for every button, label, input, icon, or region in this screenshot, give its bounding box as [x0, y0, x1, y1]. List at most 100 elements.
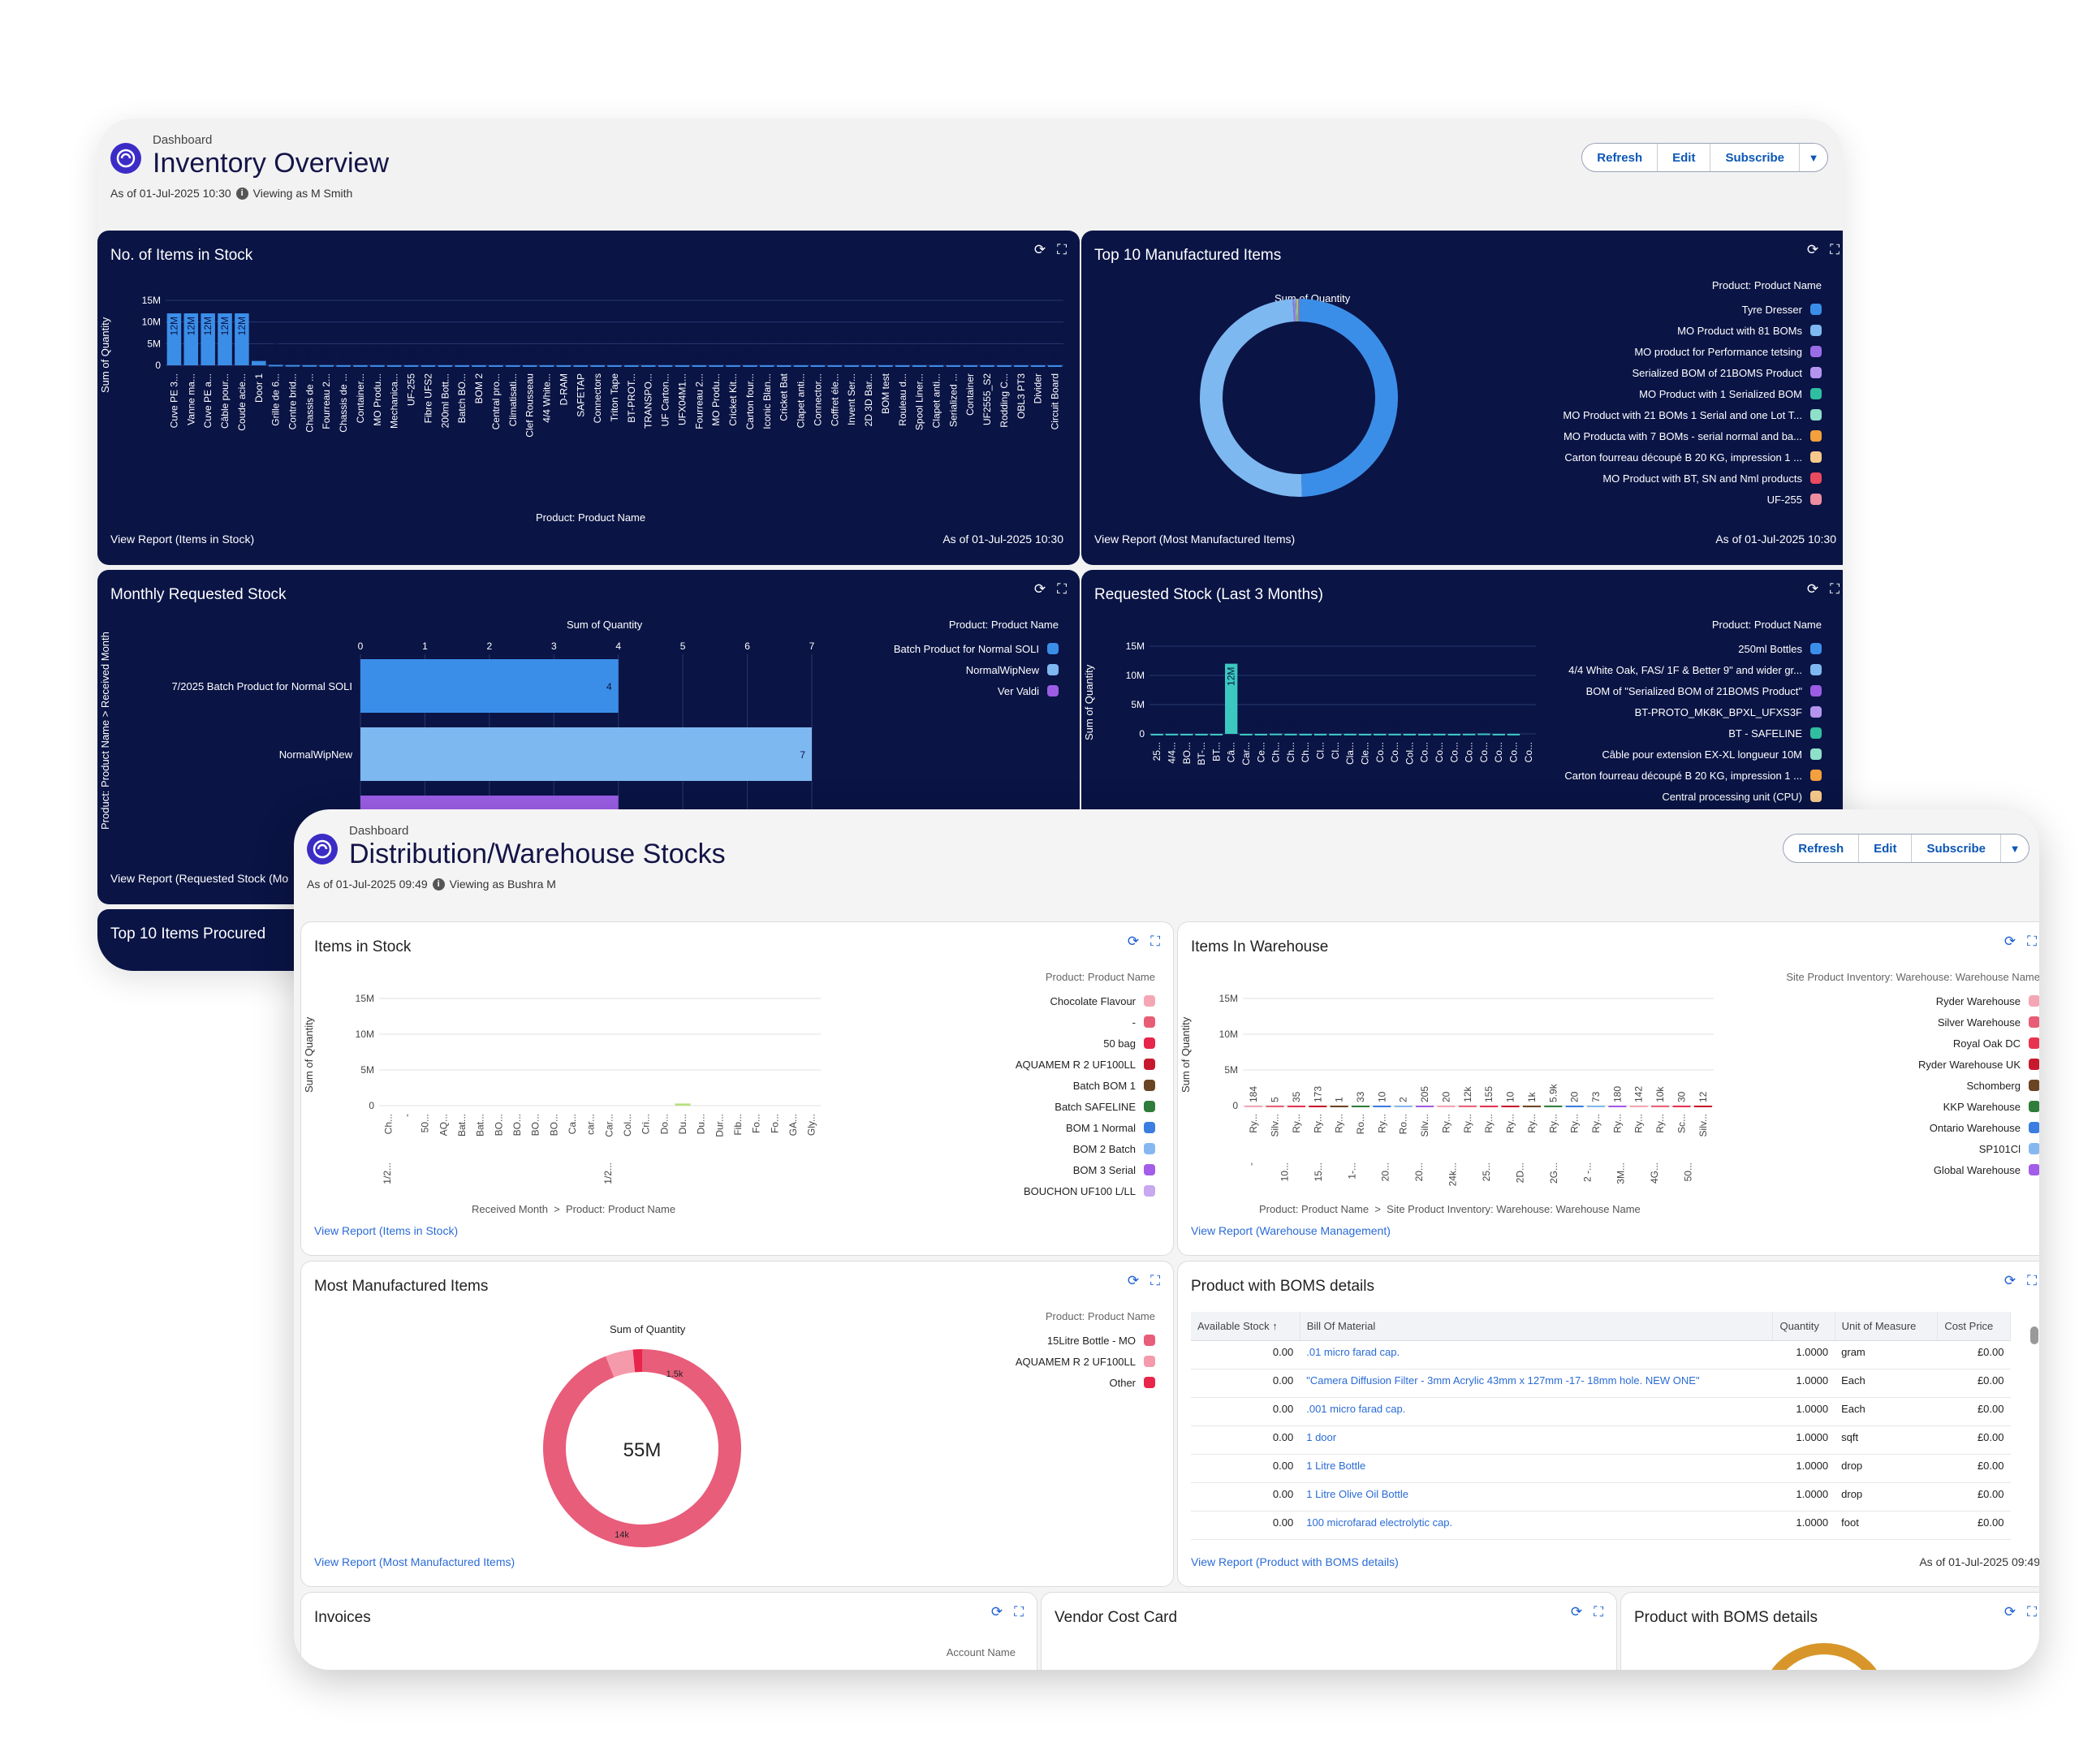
legend-item[interactable]: MO product for Performance tetsing [1563, 341, 1822, 362]
column-header[interactable]: Quantity [1772, 1312, 1835, 1341]
refresh-icon[interactable]: ⟳ [2004, 1604, 2016, 1620]
column-header[interactable]: Cost Price [1937, 1312, 2011, 1341]
expand-icon[interactable]: ⛶ [1150, 934, 1160, 949]
legend-item[interactable]: Batch Product for Normal SOLI [894, 638, 1059, 659]
legend-item[interactable]: Ryder Warehouse UK [1786, 1054, 2039, 1075]
legend-item[interactable]: 250ml Bottles [1564, 638, 1822, 659]
expand-icon[interactable]: ⛶ [2027, 1273, 2037, 1288]
legend-item[interactable]: BOM 1 Normal [1000, 1117, 1155, 1138]
legend-item[interactable]: BT-PROTO_MK8K_BPXL_UFXS3F [1564, 701, 1822, 722]
expand-icon[interactable]: ⛶ [1014, 1604, 1024, 1620]
legend-item[interactable]: AQUAMEM R 2 UF100LL [1000, 1054, 1155, 1075]
view-report-link[interactable]: View Report (Requested Stock (Mo [110, 872, 289, 885]
info-icon[interactable]: i [432, 878, 445, 891]
table-cell[interactable]: .001 micro farad cap. [1300, 1397, 1773, 1426]
view-report-link[interactable]: View Report (Items in Stock) [314, 1224, 459, 1237]
legend-item[interactable]: BOM 3 Serial [1000, 1159, 1155, 1180]
refresh-icon[interactable]: ⟳ [1570, 1604, 1583, 1620]
table-row[interactable]: 0.00 100 microfarad electrolytic cap. 1.00… [1191, 1511, 2011, 1540]
table-cell[interactable]: "Camera Diffusion Filter - 3mm Acrylic 4… [1300, 1369, 1773, 1398]
legend-item[interactable]: Batch BOM 1 [1000, 1075, 1155, 1096]
legend-item[interactable]: Carton fourreau découpé B 20 KG, impress… [1563, 446, 1822, 468]
legend-item[interactable]: Ontario Warehouse [1786, 1117, 2039, 1138]
table-cell[interactable]: 1 Litre Olive Oil Bottle [1300, 1482, 1773, 1512]
refresh-icon[interactable]: ⟳ [990, 1604, 1003, 1620]
legend-item[interactable]: Câble pour extension EX-XL longueur 10M [1564, 744, 1822, 765]
legend-item[interactable]: UF-255 [1563, 489, 1822, 510]
legend-item[interactable]: MO Product with 81 BOMs [1563, 320, 1822, 341]
refresh-icon[interactable]: ⟳ [1033, 242, 1046, 257]
table-cell[interactable]: 1 Litre Bottle [1300, 1454, 1773, 1483]
expand-icon[interactable]: ⛶ [1830, 581, 1840, 597]
legend-item[interactable]: MO Product with 21 BOMs 1 Serial and one… [1563, 404, 1822, 425]
legend-item[interactable]: MO Product with BT, SN and Nml products [1563, 468, 1822, 489]
breadcrumb[interactable]: Dashboard [153, 133, 213, 147]
table-row[interactable]: 0.00 1 Litre Bottle 1.0000 drop £0.00 [1191, 1454, 2011, 1483]
refresh-icon[interactable]: ⟳ [1033, 581, 1046, 597]
legend-item[interactable]: 4/4 White Oak, FAS/ 1F & Better 9" and w… [1564, 659, 1822, 680]
legend-item[interactable]: Schomberg [1786, 1075, 2039, 1096]
legend-item[interactable]: Tyre Dresser [1563, 299, 1822, 320]
legend-item[interactable]: Royal Oak DC [1786, 1033, 2039, 1054]
refresh-icon[interactable]: ⟳ [1127, 1273, 1140, 1288]
legend-item[interactable]: AQUAMEM R 2 UF100LL [1016, 1351, 1155, 1372]
expand-icon[interactable]: ⛶ [1150, 1273, 1160, 1288]
legend-item[interactable]: KKP Warehouse [1786, 1096, 2039, 1117]
expand-icon[interactable]: ⛶ [1594, 1604, 1603, 1620]
legend-item[interactable]: BT - SAFELINE [1564, 722, 1822, 744]
column-header[interactable]: Available Stock ↑ [1191, 1312, 1300, 1341]
legend-item[interactable]: - [1000, 1011, 1155, 1033]
refresh-icon[interactable]: ⟳ [1806, 242, 1819, 257]
refresh-icon[interactable]: ⟳ [1806, 581, 1819, 597]
expand-icon[interactable]: ⛶ [2027, 934, 2037, 949]
refresh-icon[interactable]: ⟳ [1127, 934, 1140, 949]
expand-icon[interactable]: ⛶ [2027, 1604, 2037, 1620]
table-row[interactable]: 0.00 1 door 1.0000 sqft £0.00 [1191, 1425, 2011, 1455]
refresh-icon[interactable]: ⟳ [2004, 934, 2016, 949]
legend-item[interactable]: Other [1016, 1372, 1155, 1393]
view-report-link[interactable]: View Report (Items in Stock) [110, 533, 255, 546]
subscribe-button[interactable]: Subscribe [1912, 835, 2001, 862]
table-row[interactable]: 0.00.001 micro farad cap. 1.0000 Each £0.00 [1191, 1397, 2011, 1426]
legend-item[interactable]: BOUCHON USINE UF100LL [1000, 1201, 1155, 1207]
legend-item[interactable]: SP101Cl [1786, 1138, 2039, 1159]
table-cell[interactable]: .01 micro farad cap. [1300, 1340, 1773, 1369]
legend-item[interactable]: NormalWipNew [894, 659, 1059, 680]
legend-item[interactable]: BOM 2 Batch [1000, 1138, 1155, 1159]
legend-item[interactable]: MO Product with 1 Serialized BOM [1563, 383, 1822, 404]
legend-item[interactable]: BOM of "Serialized BOM of 21BOMS Product… [1564, 680, 1822, 701]
legend-item[interactable]: Batch SAFELINE [1000, 1096, 1155, 1117]
legend-item[interactable]: BOUCHON UF100 L/LL [1000, 1180, 1155, 1201]
table-scrollbar[interactable] [2030, 1326, 2038, 1344]
view-report-link[interactable]: View Report (Product with BOMS details) [1191, 1555, 1399, 1568]
legend-item[interactable]: Serialized BOM of 21BOMS Product [1563, 362, 1822, 383]
actions-dropdown-icon[interactable]: ▼ [2009, 842, 2021, 855]
legend-item[interactable]: 50 bag [1000, 1033, 1155, 1054]
legend-item[interactable]: 15Litre Bottle - MO [1016, 1330, 1155, 1351]
expand-icon[interactable]: ⛶ [1057, 581, 1067, 597]
edit-button[interactable]: Edit [1658, 144, 1711, 171]
breadcrumb[interactable]: Dashboard [349, 824, 409, 838]
legend-item[interactable]: Carton fourreau découpé B 20 KG, impress… [1564, 765, 1822, 786]
refresh-button[interactable]: Refresh [1784, 835, 1860, 862]
edit-button[interactable]: Edit [1859, 835, 1913, 862]
table-cell[interactable]: 1 door [1300, 1425, 1773, 1455]
legend-item[interactable]: Ryder Warehouse [1786, 990, 2039, 1011]
refresh-button[interactable]: Refresh [1582, 144, 1658, 171]
legend-item[interactable]: Central processing unit (CPU) [1564, 786, 1822, 807]
view-report-link[interactable]: View Report (Most Manufactured Items) [314, 1555, 515, 1568]
legend-item[interactable]: Ver Valdi [894, 680, 1059, 701]
legend-item[interactable]: MO Producta with 7 BOMs - serial normal … [1563, 425, 1822, 446]
legend-item[interactable]: Global Warehouse [1786, 1159, 2039, 1180]
refresh-icon[interactable]: ⟳ [2004, 1273, 2016, 1288]
legend-item[interactable]: Chocolate Flavour [1000, 990, 1155, 1011]
table-row[interactable]: 0.00 1 Litre Olive Oil Bottle 1.0000 drop £0… [1191, 1482, 2011, 1512]
view-report-link[interactable]: View Report (Warehouse Management) [1191, 1224, 1391, 1237]
table-cell[interactable]: 100 microfarad electrolytic cap. [1300, 1511, 1773, 1540]
legend-item[interactable]: Silver Warehouse [1786, 1011, 2039, 1033]
info-icon[interactable]: i [235, 187, 248, 200]
actions-dropdown-icon[interactable]: ▼ [1808, 151, 1819, 164]
view-report-link[interactable]: View Report (Most Manufactured Items) [1094, 533, 1296, 546]
subscribe-button[interactable]: Subscribe [1710, 144, 1800, 171]
table-row[interactable]: 0.00 "Camera Diffusion Filter - 3mm Acryl… [1191, 1369, 2011, 1398]
